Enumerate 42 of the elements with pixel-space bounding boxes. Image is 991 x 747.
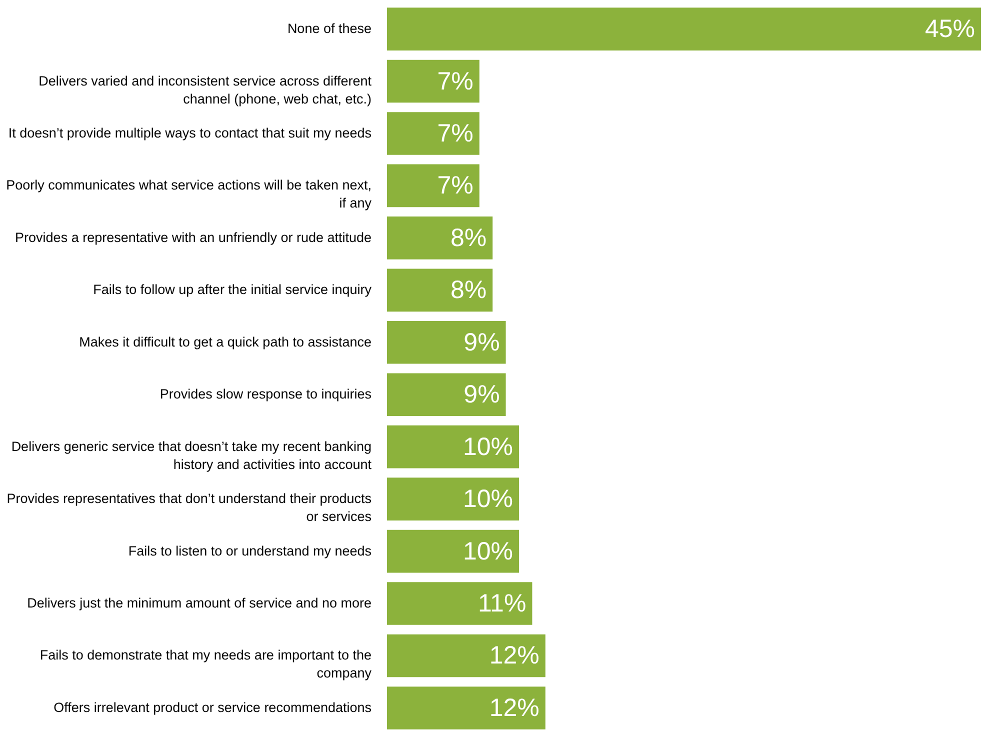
data-label: 9%: [464, 380, 500, 409]
y-tick-label: Delivers varied and inconsistent service across different channel (phone, web chat, etc.): [38, 73, 372, 106]
y-tick-label: Fails to follow up after the initial service inquiry: [93, 282, 372, 298]
data-label: 10%: [462, 537, 513, 566]
y-tick-label: None of these: [287, 21, 372, 36]
bar: [387, 478, 519, 520]
y-tick-label: Delivers generic service that doesn’t take my recent banking history and activities into account: [11, 438, 372, 472]
data-label: 12%: [489, 642, 540, 670]
bar: [387, 268, 493, 312]
bar: [387, 686, 546, 730]
bar: [387, 320, 506, 364]
bar: [387, 216, 493, 260]
bar: [387, 634, 546, 678]
bar: [387, 164, 480, 208]
data-label: 45%: [924, 15, 975, 44]
y-tick-label: Provides representatives that don’t understand their products or services: [6, 491, 372, 524]
y-tick-label: Makes it difficult to get a quick path to assistance: [79, 334, 372, 350]
data-label: 7%: [437, 172, 474, 200]
bar: [387, 425, 519, 468]
y-tick-label: Poorly communicates what service actions will be taken next, if any: [6, 178, 372, 211]
data-label: 10%: [462, 485, 513, 514]
data-label: 10%: [462, 432, 513, 461]
data-label: 12%: [489, 694, 540, 722]
bar: [387, 530, 519, 573]
y-tick-label: Fails to listen to or understand my needs: [128, 543, 372, 558]
y-tick-label: Offers irrelevant product or service recommendations: [54, 700, 372, 715]
data-label: 11%: [478, 590, 526, 618]
y-tick-label: Delivers just the minimum amount of service and no more: [27, 596, 372, 611]
data-label: 9%: [464, 328, 500, 356]
data-label: 7%: [437, 67, 474, 96]
data-label: 7%: [437, 119, 474, 148]
data-label: 8%: [450, 224, 487, 252]
y-tick-label: Fails to demonstrate that my needs are important to the company: [40, 648, 372, 681]
y-tick-label: Provides a representative with an unfriendly or rude attitude: [15, 230, 372, 245]
bar: [387, 582, 532, 625]
y-tick-label: It doesn’t provide multiple ways to contact that suit my needs: [8, 125, 372, 140]
bar: [387, 112, 480, 155]
y-tick-label: Provides slow response to inquiries: [160, 386, 372, 402]
bar: [387, 8, 981, 50]
bar: [387, 373, 506, 416]
data-label: 8%: [450, 276, 487, 304]
bar: [387, 60, 480, 103]
